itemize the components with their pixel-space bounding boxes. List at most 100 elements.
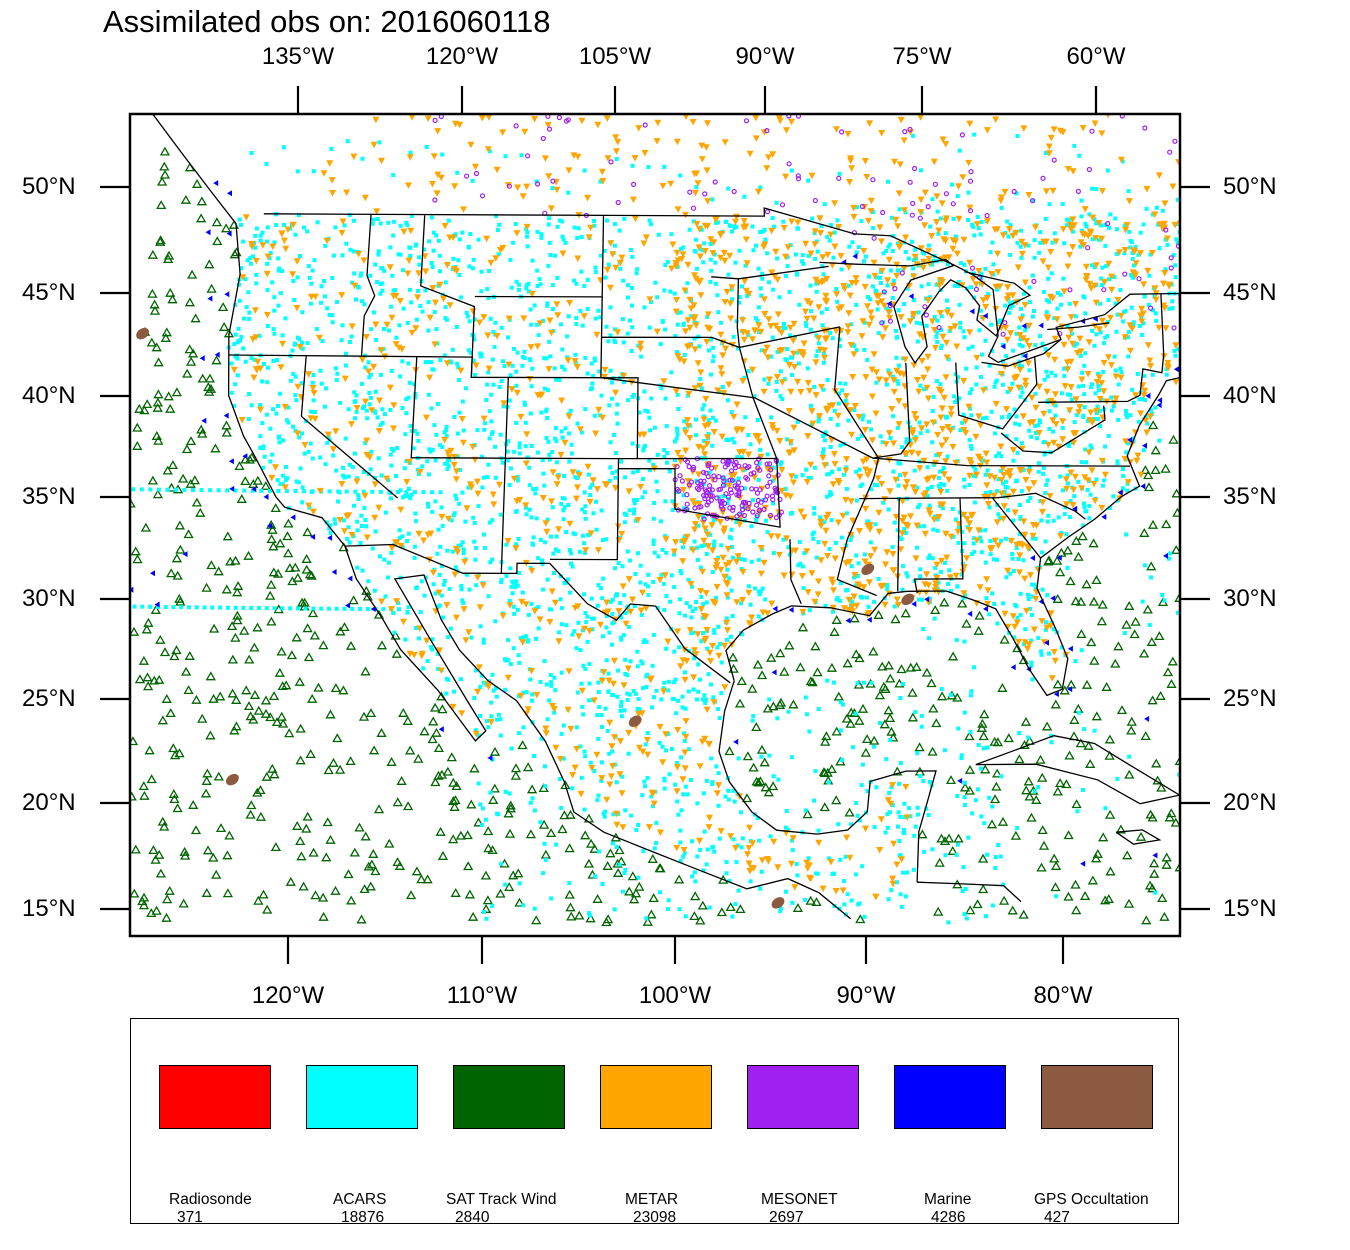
obs-marker — [545, 416, 550, 420]
obs-marker — [860, 417, 865, 422]
obs-marker — [856, 561, 861, 566]
obs-marker — [969, 689, 974, 694]
obs-marker — [351, 218, 356, 223]
obs-marker — [574, 322, 579, 326]
obs-marker — [1163, 237, 1168, 242]
obs-marker — [917, 829, 928, 839]
obs-marker — [884, 249, 889, 253]
obs-marker — [704, 311, 712, 318]
obs-marker — [1091, 497, 1099, 505]
obs-marker — [969, 276, 977, 283]
obs-marker — [772, 248, 780, 256]
obs-marker — [586, 472, 591, 477]
obs-marker — [516, 496, 524, 504]
obs-marker — [506, 439, 511, 444]
obs-marker — [870, 351, 878, 358]
obs-marker — [271, 407, 276, 412]
obs-marker — [773, 374, 781, 381]
obs-marker — [892, 513, 900, 521]
obs-marker — [785, 255, 790, 260]
obs-marker — [708, 522, 716, 529]
obs-marker — [610, 621, 615, 626]
obs-marker — [507, 791, 512, 796]
obs-marker — [583, 858, 595, 868]
obs-marker — [664, 424, 669, 429]
obs-marker — [443, 360, 451, 367]
obs-marker — [746, 369, 751, 374]
obs-marker — [657, 740, 662, 745]
obs-marker — [162, 894, 173, 904]
obs-marker — [455, 431, 460, 436]
obs-marker — [1017, 342, 1022, 347]
obs-marker — [516, 653, 521, 658]
obs-marker — [711, 354, 716, 359]
obs-marker — [984, 596, 989, 601]
obs-marker — [1027, 465, 1032, 469]
obs-marker — [1143, 563, 1147, 568]
obs-marker — [144, 745, 155, 755]
obs-marker — [1036, 862, 1047, 872]
obs-marker — [1150, 465, 1161, 475]
obs-marker — [809, 422, 814, 427]
obs-marker — [619, 459, 624, 464]
obs-marker — [824, 251, 832, 259]
obs-marker — [245, 809, 256, 819]
obs-marker — [473, 478, 481, 486]
obs-marker — [1085, 449, 1093, 456]
obs-marker — [1104, 263, 1109, 268]
obs-marker — [375, 415, 380, 420]
obs-marker — [861, 680, 866, 685]
obs-marker — [1161, 519, 1172, 529]
obs-marker — [637, 707, 642, 712]
obs-marker — [416, 625, 424, 632]
obs-marker — [1153, 311, 1158, 316]
obs-marker — [931, 462, 936, 467]
obs-marker — [808, 403, 813, 408]
obs-marker — [823, 275, 831, 283]
obs-marker — [1072, 494, 1077, 499]
obs-marker — [366, 579, 371, 584]
obs-marker — [640, 431, 648, 438]
obs-marker — [958, 320, 963, 325]
obs-marker — [913, 710, 918, 715]
obs-marker — [842, 658, 853, 668]
obs-marker — [819, 224, 824, 229]
obs-marker — [1030, 677, 1035, 682]
obs-marker — [896, 664, 907, 674]
obs-marker — [603, 706, 608, 711]
obs-marker — [962, 477, 967, 482]
obs-marker — [554, 534, 559, 539]
obs-marker — [974, 382, 979, 387]
obs-marker — [296, 213, 301, 218]
obs-marker — [378, 282, 383, 286]
obs-marker — [520, 363, 525, 368]
obs-marker — [397, 536, 402, 541]
obs-marker — [164, 885, 175, 895]
obs-marker — [1051, 627, 1056, 632]
obs-marker — [997, 443, 1005, 450]
obs-marker — [266, 579, 277, 589]
obs-marker — [999, 774, 1004, 779]
obs-marker — [625, 295, 630, 300]
obs-marker — [263, 270, 271, 278]
obs-marker — [580, 323, 585, 328]
obs-marker — [450, 549, 455, 554]
obs-marker — [265, 590, 276, 600]
obs-marker — [882, 441, 890, 448]
obs-marker — [742, 194, 747, 199]
obs-marker — [373, 389, 378, 394]
obs-marker — [1150, 372, 1155, 377]
obs-marker — [559, 622, 564, 627]
obs-marker — [935, 517, 940, 522]
obs-marker — [503, 789, 508, 794]
obs-marker — [931, 344, 939, 352]
obs-marker — [574, 255, 582, 262]
obs-marker — [1081, 383, 1086, 388]
obs-marker — [352, 451, 357, 456]
obs-marker — [1010, 381, 1015, 386]
obs-marker — [230, 555, 241, 565]
obs-marker — [421, 666, 426, 671]
obs-marker — [1068, 392, 1072, 397]
obs-marker — [653, 328, 661, 336]
obs-marker — [520, 590, 525, 595]
